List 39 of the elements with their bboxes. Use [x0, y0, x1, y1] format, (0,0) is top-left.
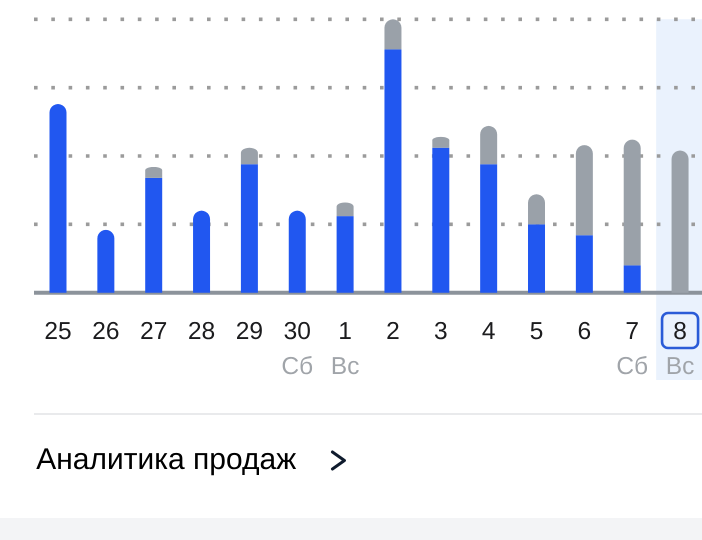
bar	[336, 216, 354, 293]
bar	[480, 164, 498, 293]
bar	[384, 19, 402, 50]
text: Аналитика продаж	[36, 448, 296, 476]
x-tick-label: 7	[626, 322, 638, 340]
bar	[97, 230, 114, 293]
bar	[240, 164, 258, 293]
bar	[480, 126, 498, 164]
x-tick-label: 30	[284, 322, 310, 340]
bar	[384, 49, 402, 293]
bar	[50, 104, 66, 293]
bar	[576, 235, 593, 293]
bar	[432, 148, 450, 293]
x-tick-label: 6	[578, 322, 590, 340]
x-tick-label: 25	[46, 322, 71, 340]
x-tick-label: 4	[482, 322, 495, 340]
bar	[193, 210, 210, 293]
x-tick-label: 26	[93, 322, 118, 340]
x-tick-label: 3	[434, 322, 447, 340]
text: Сб	[618, 356, 648, 374]
bar	[528, 224, 546, 293]
x-tick-label: 5	[530, 322, 542, 340]
x-tick-label: 28	[189, 322, 214, 340]
bar	[624, 140, 641, 266]
x-tick-label: 8	[674, 322, 686, 340]
bar	[624, 265, 641, 293]
bar	[672, 150, 689, 293]
bar	[528, 194, 546, 224]
text: Вс	[668, 357, 694, 374]
text: Вс	[332, 357, 359, 374]
x-tick-label: 1	[340, 322, 351, 340]
x-tick-label: 27	[141, 322, 166, 340]
x-tick-label: 2	[387, 322, 399, 340]
text: Сб	[282, 356, 312, 374]
bar	[576, 145, 593, 236]
bar	[145, 178, 162, 293]
bar	[240, 148, 258, 164]
x-tick-label: 29	[237, 322, 262, 340]
bar	[288, 210, 306, 293]
